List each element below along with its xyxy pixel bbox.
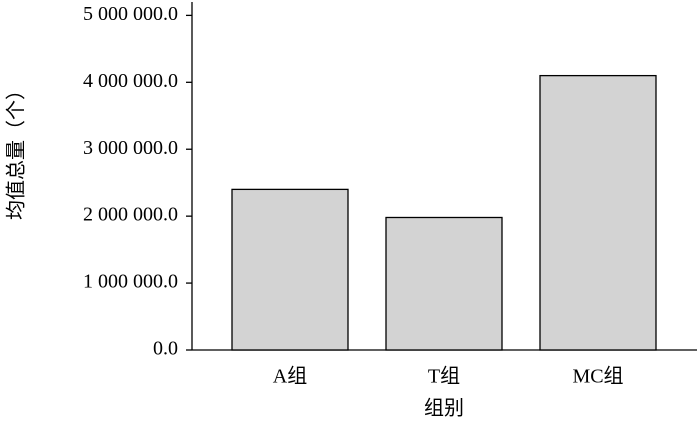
y-tick-label: 0.0 (153, 338, 178, 360)
y-tick-label: 4 000 000.0 (83, 70, 178, 92)
x-tick-label: MC组 (572, 365, 623, 388)
bar (231, 188, 349, 351)
y-tick-label: 2 000 000.0 (83, 204, 178, 226)
bar (539, 74, 657, 351)
bar (385, 216, 503, 351)
x-tick-label: T组 (428, 365, 460, 388)
y-axis-label: 均值总量（个） (5, 80, 28, 220)
x-tick-label: A组 (273, 365, 307, 388)
y-tick-label: 3 000 000.0 (83, 137, 178, 159)
y-tick-label: 5 000 000.0 (83, 3, 178, 25)
y-tick-label: 1 000 000.0 (83, 271, 178, 293)
x-axis-label: 组别 (424, 397, 464, 420)
